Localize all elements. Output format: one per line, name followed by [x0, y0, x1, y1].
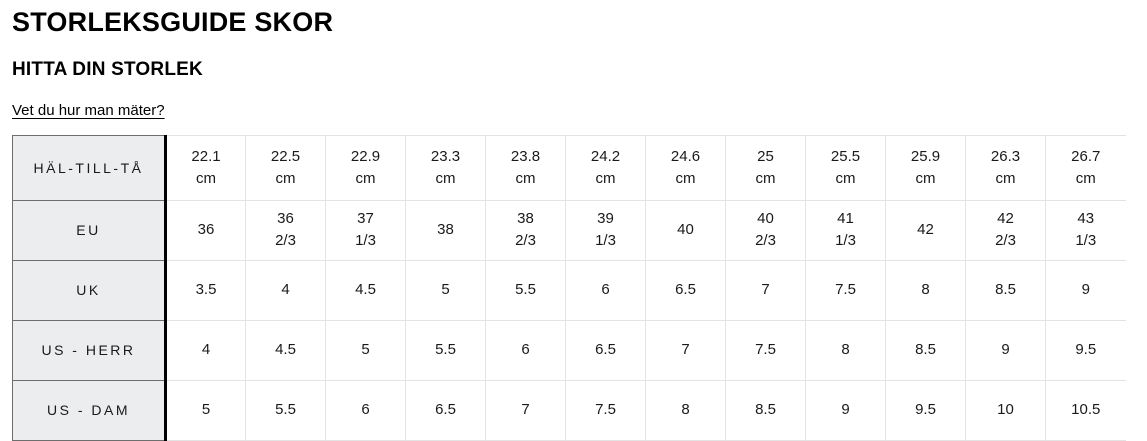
- how-to-measure-link[interactable]: Vet du hur man mäter?: [12, 101, 165, 119]
- size-cell: 26.7 cm: [1045, 134, 1126, 201]
- size-cell: 5: [325, 319, 406, 381]
- size-cell: 7.5: [725, 319, 806, 381]
- size-cell: 9: [1045, 259, 1126, 321]
- page-subtitle: HITTA DIN STORLEK: [12, 58, 203, 80]
- size-cell: 7: [645, 319, 726, 381]
- table-row: HÄL-TILL-TÅ 22.1 cm 22.5 cm 22.9 cm 23.3 cm 2…: [12, 134, 1126, 201]
- size-cell: 25 cm: [725, 134, 806, 201]
- size-cell: 42 2/3: [965, 199, 1046, 261]
- size-cell: 36 2/3: [245, 199, 326, 261]
- size-cell: 39 1/3: [565, 199, 646, 261]
- size-cell: 40: [645, 199, 726, 261]
- size-cell: 5.5: [485, 259, 566, 321]
- size-cell: 8: [805, 319, 886, 381]
- size-cell: 24.2 cm: [565, 134, 646, 201]
- size-cell: 25.5 cm: [805, 134, 886, 201]
- size-cell: 43 1/3: [1045, 199, 1126, 261]
- size-cell: 24.6 cm: [645, 134, 726, 201]
- size-cell: 7.5: [565, 379, 646, 441]
- size-cell: 9: [805, 379, 886, 441]
- size-cell: 8: [885, 259, 966, 321]
- size-cell: 10.5: [1045, 379, 1126, 441]
- size-cell: 8.5: [725, 379, 806, 441]
- size-cell: 5.5: [405, 319, 486, 381]
- size-cell: 5: [165, 379, 246, 441]
- size-cell: 22.9 cm: [325, 134, 406, 201]
- size-cell: 5.5: [245, 379, 326, 441]
- size-cell: 9: [965, 319, 1046, 381]
- table-row: EU 36 36 2/3 37 1/3 38 38 2/3 39 1/3 40 40 2/3 41…: [12, 199, 1126, 261]
- size-cell: 22.5 cm: [245, 134, 326, 201]
- size-cell: 22.1 cm: [165, 134, 246, 201]
- row-header: HÄL-TILL-TÅ: [12, 134, 167, 201]
- size-cell: 10: [965, 379, 1046, 441]
- size-cell: 6.5: [645, 259, 726, 321]
- page-title: STORLEKSGUIDE SKOR: [12, 7, 334, 37]
- size-cell: 38 2/3: [485, 199, 566, 261]
- size-cell: 41 1/3: [805, 199, 886, 261]
- table-row: US - HERR 4 4.5 5 5.5 6 6.5 7 7.5 8 8.5 9 9.5: [12, 319, 1126, 381]
- size-cell: 9.5: [1045, 319, 1126, 381]
- table-row: UK 3.5 4 4.5 5 5.5 6 6.5 7 7.5 8 8.5 9: [12, 259, 1126, 321]
- size-cell: 9.5: [885, 379, 966, 441]
- size-cell: 8.5: [965, 259, 1046, 321]
- size-table-body: HÄL-TILL-TÅ 22.1 cm 22.5 cm 22.9 cm 23.3 cm 2…: [12, 134, 1126, 441]
- size-cell: 23.3 cm: [405, 134, 486, 201]
- size-cell: 4: [245, 259, 326, 321]
- size-cell: 4: [165, 319, 246, 381]
- size-cell: 23.8 cm: [485, 134, 566, 201]
- row-header: US - HERR: [12, 319, 167, 381]
- table-row: US - DAM 5 5.5 6 6.5 7 7.5 8 8.5 9 9.5 10 10.5: [12, 379, 1126, 441]
- size-cell: 37 1/3: [325, 199, 406, 261]
- row-header: US - DAM: [12, 379, 167, 441]
- size-cell: 7: [485, 379, 566, 441]
- size-cell: 6: [485, 319, 566, 381]
- size-cell: 40 2/3: [725, 199, 806, 261]
- size-cell: 38: [405, 199, 486, 261]
- size-cell: 6.5: [405, 379, 486, 441]
- size-cell: 26.3 cm: [965, 134, 1046, 201]
- size-cell: 8: [645, 379, 726, 441]
- size-cell: 5: [405, 259, 486, 321]
- size-cell: 7.5: [805, 259, 886, 321]
- size-cell: 7: [725, 259, 806, 321]
- size-cell: 6: [565, 259, 646, 321]
- size-cell: 8.5: [885, 319, 966, 381]
- size-cell: 3.5: [165, 259, 246, 321]
- size-cell: 25.9 cm: [885, 134, 966, 201]
- size-cell: 42: [885, 199, 966, 261]
- size-cell: 6: [325, 379, 406, 441]
- size-cell: 4.5: [245, 319, 326, 381]
- row-header: UK: [12, 259, 167, 321]
- row-header: EU: [12, 199, 167, 261]
- size-cell: 4.5: [325, 259, 406, 321]
- size-cell: 6.5: [565, 319, 646, 381]
- size-cell: 36: [165, 199, 246, 261]
- size-table: HÄL-TILL-TÅ 22.1 cm 22.5 cm 22.9 cm 23.3 cm 2…: [12, 134, 1126, 441]
